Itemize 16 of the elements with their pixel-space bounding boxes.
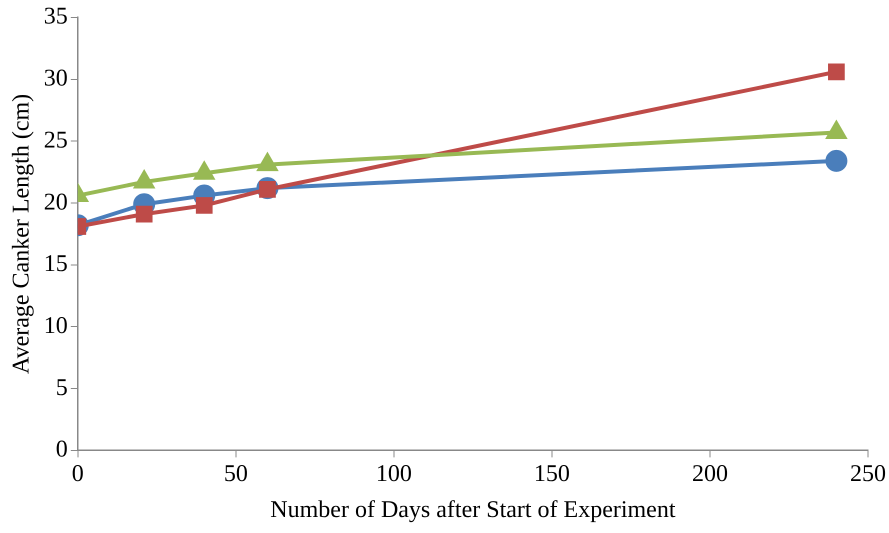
x-tick-label: 0 — [72, 461, 84, 488]
y-tick-label: 25 — [44, 127, 68, 154]
y-tick-label: 15 — [44, 251, 68, 278]
y-tick-label: 10 — [44, 312, 68, 339]
y-tick-label: 35 — [44, 4, 68, 30]
x-tick-label: 50 — [224, 461, 248, 488]
y-tick-label: 20 — [44, 189, 68, 216]
x-tick-label: 200 — [692, 461, 728, 488]
y-tick-label: 30 — [44, 66, 68, 92]
y-tick-label: 0 — [56, 436, 68, 463]
y-axis-title: Average Canker Length (cm) — [8, 94, 35, 374]
x-tick-label: 250 — [850, 461, 886, 488]
x-axis-title: Number of Days after Start of Experiment — [270, 496, 676, 523]
x-tick-label: 100 — [376, 461, 412, 488]
y-tick-label: 5 — [56, 374, 68, 401]
x-tick-label: 150 — [534, 461, 570, 488]
